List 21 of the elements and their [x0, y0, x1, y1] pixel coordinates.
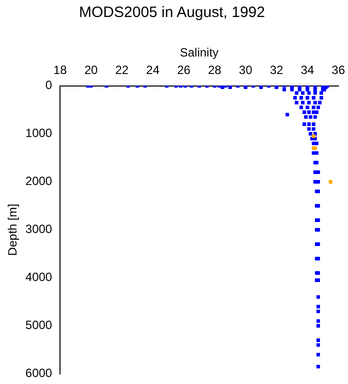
x-tick-label: 26: [177, 62, 191, 77]
x-axis-title: Salinity: [180, 46, 219, 60]
x-tick-label: 32: [270, 62, 284, 77]
y-tick-label: 5000: [25, 318, 52, 332]
x-tick-label: 34: [300, 62, 314, 77]
x-tick-label: 20: [84, 62, 98, 77]
y-tick-label: 1000: [25, 126, 52, 140]
chart-title: MODS2005 in August, 1992: [79, 4, 265, 22]
y-tick-label: 0: [45, 78, 52, 92]
x-tick-label: 24: [146, 62, 160, 77]
y-tick-label: 4000: [25, 270, 52, 284]
x-tick-label: 30: [238, 62, 253, 77]
x-tick-label: 18: [53, 62, 68, 77]
y-tick-label: 3000: [25, 222, 52, 236]
point: [328, 180, 332, 184]
x-tick-label: 28: [208, 62, 222, 77]
y-tick-label: 6000: [25, 366, 52, 380]
x-tick-label: 22: [115, 62, 129, 77]
x-tick-label: 36: [332, 62, 346, 77]
y-axis-title: Depth [m]: [6, 204, 20, 256]
y-tick-label: 2000: [25, 174, 52, 188]
